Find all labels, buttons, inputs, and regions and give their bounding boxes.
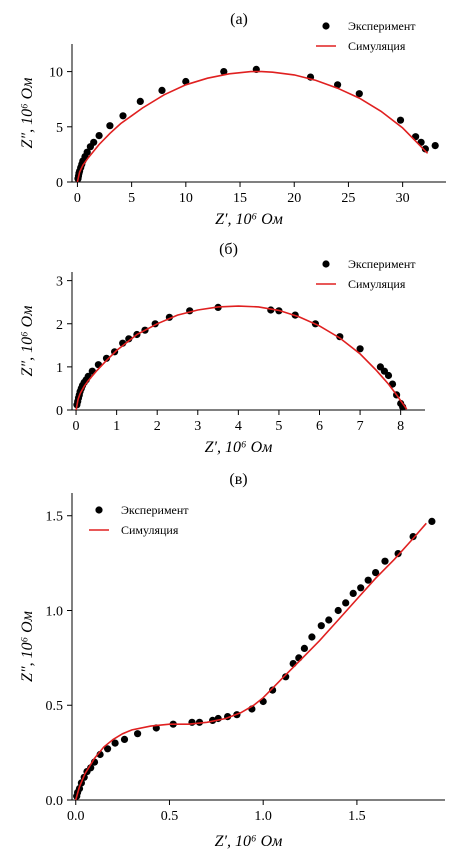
data-point (104, 745, 112, 753)
data-point (421, 145, 429, 153)
y-axis-title: Z″, 10⁶ Ом (19, 78, 36, 149)
data-point (269, 686, 277, 694)
data-point (289, 660, 297, 668)
x-tick-label: 1.5 (348, 809, 366, 824)
data-point (111, 739, 119, 747)
x-tick-label: 5 (275, 419, 282, 434)
x-tick-label: 0.0 (67, 809, 85, 824)
x-tick-label: 8 (397, 419, 404, 434)
data-point (356, 345, 364, 353)
x-tick-label: 2 (154, 419, 161, 434)
data-point (83, 148, 91, 156)
data-point (125, 335, 133, 343)
simulation-line (75, 305, 408, 411)
data-point (355, 90, 363, 98)
y-tick-label: 5 (56, 121, 63, 136)
x-tick-label: 0 (74, 191, 81, 206)
panel-a: (а) 0 5 10 15 20 25 30 0 5 10 Z′, 10⁶ Ом Z″, 10⁶ Ом Э… (19, 11, 446, 228)
x-tick-label: 3 (194, 419, 201, 434)
y-tick-label: 0 (56, 404, 63, 419)
x-tick-label: 5 (128, 191, 135, 206)
x-axis-title: Z′, 10⁶ Ом (215, 211, 283, 228)
data-point (334, 606, 342, 615)
data-point (136, 97, 144, 105)
x-tick-label: 0.5 (161, 809, 179, 824)
data-point (308, 633, 316, 641)
data-point (90, 138, 98, 146)
data-point (158, 86, 166, 94)
legend-label: Эксперимент (348, 257, 416, 271)
data-point (381, 557, 389, 565)
panel-label: (а) (230, 11, 248, 28)
data-point (349, 589, 357, 598)
y-axis-title: Z″, 10⁶ Ом (19, 306, 36, 377)
legend-point-swatch (322, 22, 330, 30)
data-point (119, 112, 127, 120)
x-tick-label: 1 (113, 419, 120, 434)
data-point (106, 122, 114, 130)
panel-b: (б) 0 1 2 3 4 5 6 7 8 0 1 2 3 Z′, 10⁶ Ом Z″, 10⁶ Ом Эксп… (19, 241, 425, 456)
legend-label: Симуляция (348, 39, 406, 53)
y-tick-label: 1 (56, 361, 63, 376)
data-point (282, 673, 290, 681)
data-point (396, 116, 405, 124)
y-tick-label: 0.0 (46, 794, 64, 809)
data-point (428, 517, 436, 526)
legend-point-swatch (95, 506, 103, 514)
x-tick-label: 15 (233, 191, 247, 206)
y-tick-label: 2 (56, 318, 63, 333)
data-point (182, 77, 190, 86)
data-point (372, 569, 380, 577)
simulation-line (74, 522, 427, 801)
data-point (120, 735, 129, 744)
data-point (334, 81, 342, 89)
data-point (300, 644, 308, 653)
data-point (295, 654, 303, 662)
panel-label: (б) (219, 241, 238, 258)
legend-label: Эксперимент (348, 19, 416, 33)
x-axis-title: Z′, 10⁶ Ом (215, 833, 283, 850)
x-tick-label: 6 (316, 419, 323, 434)
y-tick-label: 1.0 (46, 604, 64, 619)
x-tick-label: 7 (357, 419, 364, 434)
data-point (364, 576, 372, 584)
x-tick-label: 10 (179, 191, 193, 206)
legend-label: Симуляция (121, 523, 179, 537)
legend-point-swatch (322, 260, 330, 268)
simulation-line (76, 70, 429, 183)
data-point (220, 68, 228, 76)
panel-c: (в) 0.0 0.5 1.0 1.5 0.0 0.5 1.0 1.5 Z′, 10⁶ Ом Z″,… (19, 471, 445, 850)
x-tick-label: 30 (396, 191, 410, 206)
data-point (357, 584, 365, 592)
data-point (134, 730, 142, 738)
y-axis-title: Z″, 10⁶ Ом (19, 611, 36, 682)
x-axis-title: Z′, 10⁶ Ом (205, 439, 273, 456)
data-point (431, 142, 439, 150)
y-tick-label: 1.5 (46, 510, 64, 525)
data-point (325, 616, 333, 624)
x-tick-label: 0 (73, 419, 80, 434)
x-tick-label: 25 (341, 191, 355, 206)
y-tick-label: 0 (56, 176, 63, 191)
data-point (102, 354, 111, 362)
x-tick-label: 1.0 (254, 809, 272, 824)
data-point (394, 550, 402, 558)
legend-label: Симуляция (348, 277, 406, 291)
data-point (95, 132, 103, 140)
x-tick-label: 4 (235, 419, 242, 434)
data-point (384, 371, 393, 380)
y-tick-label: 10 (49, 66, 63, 81)
data-point (409, 533, 417, 541)
y-tick-label: 0.5 (46, 699, 64, 714)
x-tick-label: 20 (287, 191, 301, 206)
legend-label: Эксперимент (121, 503, 189, 517)
data-point (342, 599, 350, 607)
panel-label: (в) (229, 471, 247, 488)
data-point (317, 622, 325, 630)
y-tick-label: 3 (56, 275, 63, 290)
